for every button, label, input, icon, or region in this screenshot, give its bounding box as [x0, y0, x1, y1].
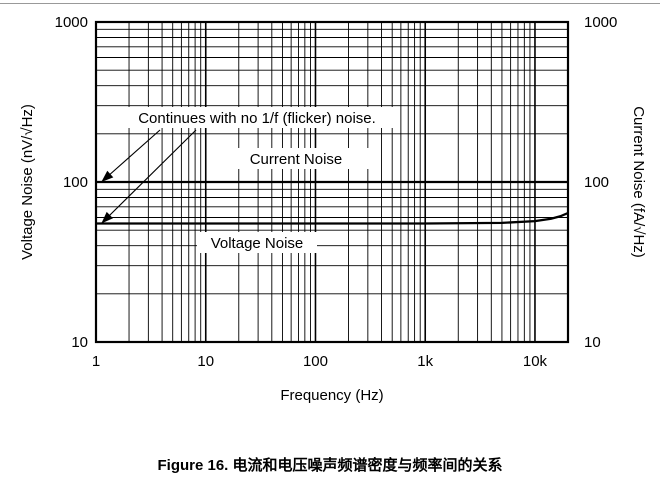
- y-tick-label-left: 1000: [55, 14, 88, 31]
- annotation-arrow-current: [100, 129, 161, 183]
- x-tick-label: 10: [197, 353, 214, 370]
- flicker-annotation: Continues with no 1/f (flicker) noise.: [138, 110, 376, 127]
- voltage-noise-label-bg: [197, 232, 317, 253]
- top-rule: [0, 3, 660, 4]
- y-tick-label-right: 1000: [584, 14, 617, 31]
- y-axis-title-left: Voltage Noise (nV/√Hz): [19, 104, 36, 260]
- current-noise-label-bg: [222, 148, 370, 169]
- current-noise-label: Current Noise: [250, 151, 343, 168]
- figure-caption: Figure 16. 电流和电压噪声频谱密度与频率间的关系: [157, 457, 503, 474]
- x-tick-label: 10k: [523, 353, 548, 370]
- x-axis-title: Frequency (Hz): [280, 387, 383, 404]
- x-tick-label: 1k: [417, 353, 433, 370]
- x-tick-label: 1: [92, 353, 100, 370]
- arrowhead-current: [101, 170, 114, 182]
- x-tick-label: 100: [303, 353, 328, 370]
- y-axis-title-right: Current Noise (fA/√Hz): [630, 106, 647, 258]
- arrowhead-voltage: [101, 211, 113, 224]
- series-layer: [96, 180, 569, 225]
- voltage-noise-label: Voltage Noise: [211, 235, 304, 252]
- y-tick-label-left: 10: [71, 334, 88, 351]
- voltage-noise-line: [96, 211, 569, 225]
- annotation-arrow-voltage: [100, 129, 197, 224]
- y-tick-label-left: 100: [63, 174, 88, 191]
- y-tick-label-right: 10: [584, 334, 601, 351]
- annotation-bg: [114, 107, 400, 128]
- y-tick-label-right: 100: [584, 174, 609, 191]
